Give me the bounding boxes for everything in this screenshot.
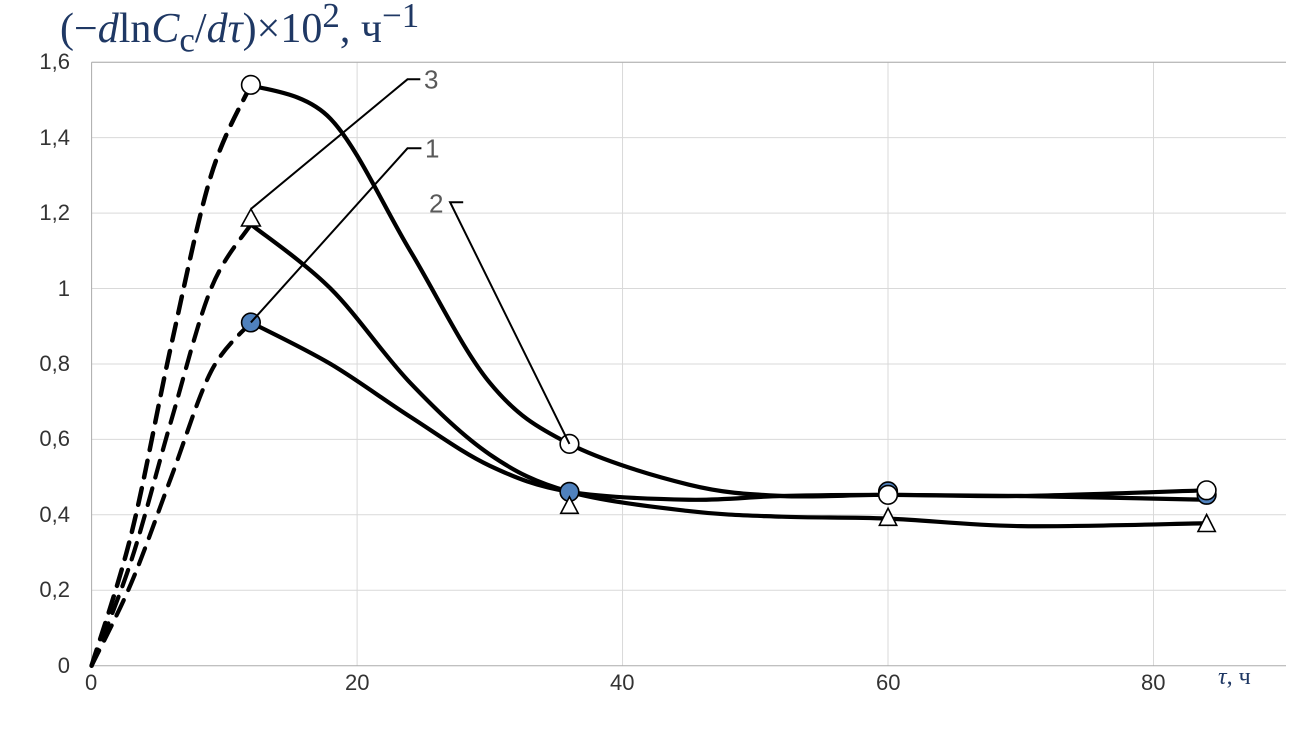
svg-text:1: 1	[425, 134, 439, 164]
svg-text:3: 3	[424, 65, 438, 95]
svg-text:2: 2	[429, 188, 443, 218]
